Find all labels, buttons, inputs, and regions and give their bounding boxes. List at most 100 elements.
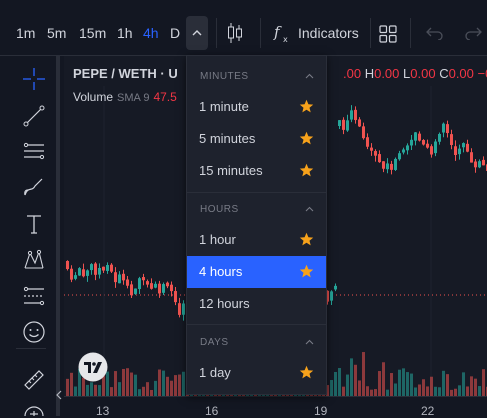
candle-body xyxy=(446,124,449,134)
menu-item-label: 12 hours xyxy=(199,296,250,311)
volume-bar xyxy=(470,376,473,396)
volume-bar xyxy=(182,371,185,396)
menu-item-5-minutes[interactable]: 5 minutes xyxy=(187,123,326,155)
timeframe-15m-button[interactable]: 15m xyxy=(79,25,107,41)
timeframe-4h-button[interactable]: 4h xyxy=(143,25,159,41)
candle-body xyxy=(366,137,369,147)
favorite-star-icon[interactable] xyxy=(299,232,314,247)
menu-separator xyxy=(187,324,326,325)
favorite-star-icon[interactable] xyxy=(299,163,314,178)
timeframe-dropdown-menu: MINUTES 1 minute 5 minutes 15 minutes HO… xyxy=(186,55,327,395)
volume-bar xyxy=(326,385,329,396)
ruler-icon[interactable] xyxy=(22,368,46,392)
svg-text:x: x xyxy=(283,35,288,44)
volume-bar xyxy=(102,375,105,396)
candle-body xyxy=(462,143,465,148)
volume-bar xyxy=(162,370,165,396)
candle-body xyxy=(406,145,409,151)
brush-icon[interactable] xyxy=(22,176,46,200)
text-tool-icon[interactable] xyxy=(22,212,46,236)
chart-symbol-title[interactable]: PEPE / WETH · U xyxy=(73,66,178,81)
collapse-days-chevron-icon[interactable] xyxy=(305,339,314,345)
undo-icon[interactable] xyxy=(426,26,444,40)
toolbar-separator xyxy=(216,18,217,48)
menu-item-1-minute[interactable]: 1 minute xyxy=(187,91,326,123)
candle-body xyxy=(482,159,485,166)
redo-icon[interactable] xyxy=(464,26,482,40)
timeframe-1h-button[interactable]: 1h xyxy=(117,25,133,41)
volume-bar xyxy=(66,378,69,396)
timeframe-d-button[interactable]: D xyxy=(170,25,181,41)
emoji-icon[interactable] xyxy=(22,320,46,344)
volume-bar xyxy=(466,386,469,396)
favorite-star-icon[interactable] xyxy=(299,365,314,380)
candle-body xyxy=(134,288,137,294)
crosshair-icon[interactable] xyxy=(22,67,46,91)
volume-bar xyxy=(446,374,449,396)
timeframe-dropdown-toggle[interactable] xyxy=(186,16,208,50)
volume-bar xyxy=(154,380,157,396)
collapse-minutes-chevron-icon[interactable] xyxy=(305,73,314,79)
candle-body xyxy=(178,303,181,315)
drawing-toolbar xyxy=(0,56,60,416)
menu-item-1-hour[interactable]: 1 hour xyxy=(187,224,326,256)
candle-body xyxy=(410,139,413,146)
time-axis[interactable] xyxy=(64,396,487,416)
time-axis-tick: 19 xyxy=(314,404,328,418)
candle-body xyxy=(142,277,145,281)
toolbar-separator xyxy=(16,348,46,349)
candle-body xyxy=(414,132,417,141)
candle-body xyxy=(118,274,121,284)
candle-body xyxy=(330,291,333,301)
menu-item-4-hours[interactable]: 4 hours xyxy=(187,256,326,288)
ohlc-low-key: L xyxy=(403,66,411,81)
candle-body xyxy=(106,265,109,271)
candle-body xyxy=(162,284,165,293)
volume-bar xyxy=(90,382,93,396)
timeframe-5m-button[interactable]: 5m xyxy=(47,25,67,41)
tradingview-logo[interactable] xyxy=(78,352,108,382)
volume-bar xyxy=(82,377,85,396)
candle-body xyxy=(354,109,357,121)
volume-bar xyxy=(390,373,393,396)
volume-bar xyxy=(422,379,425,396)
fib-retracement-icon[interactable] xyxy=(22,140,46,164)
svg-text:f: f xyxy=(273,23,282,41)
volume-bar xyxy=(70,372,73,396)
volume-bar xyxy=(386,389,389,396)
fx-icon[interactable]: f x xyxy=(272,22,294,44)
candlestick-icon[interactable] xyxy=(226,22,244,44)
favorite-star-icon[interactable] xyxy=(299,264,314,279)
menu-item-label: 4 hours xyxy=(199,264,243,279)
layout-grid-icon[interactable] xyxy=(379,25,397,43)
candle-body xyxy=(382,161,385,169)
volume-bar xyxy=(94,384,97,396)
candle-body xyxy=(394,158,397,170)
ohlc-low-value: 0.00 xyxy=(410,66,436,81)
volume-bar xyxy=(114,371,117,396)
volume-bar xyxy=(86,384,89,396)
collapse-hours-chevron-icon[interactable] xyxy=(305,206,314,212)
favorite-star-icon[interactable] xyxy=(299,131,314,146)
menu-item-1-day[interactable]: 1 day xyxy=(187,357,326,389)
volume-bar xyxy=(110,387,113,396)
timeframe-1m-button[interactable]: 1m xyxy=(16,25,36,41)
chevron-left-icon[interactable] xyxy=(56,390,62,400)
pattern-tool-icon[interactable] xyxy=(22,248,46,272)
volume-bar xyxy=(98,385,101,396)
indicators-button[interactable]: Indicators xyxy=(298,25,359,41)
trend-line-icon[interactable] xyxy=(22,104,46,128)
toolbar-separator xyxy=(370,18,371,48)
ohlc-close-key: C xyxy=(439,66,449,81)
volume-bar xyxy=(374,389,377,396)
volume-bar xyxy=(342,386,345,396)
prediction-tool-icon[interactable] xyxy=(22,284,46,308)
candle-body xyxy=(370,147,373,151)
menu-item-15-minutes[interactable]: 15 minutes xyxy=(187,155,326,187)
zoom-in-icon[interactable] xyxy=(22,404,46,416)
candle-body xyxy=(90,264,93,271)
menu-item-12-hours[interactable]: 12 hours xyxy=(187,288,326,320)
volume-bar xyxy=(482,369,485,396)
menu-item-label: 1 hour xyxy=(199,232,236,247)
favorite-star-icon[interactable] xyxy=(299,99,314,114)
